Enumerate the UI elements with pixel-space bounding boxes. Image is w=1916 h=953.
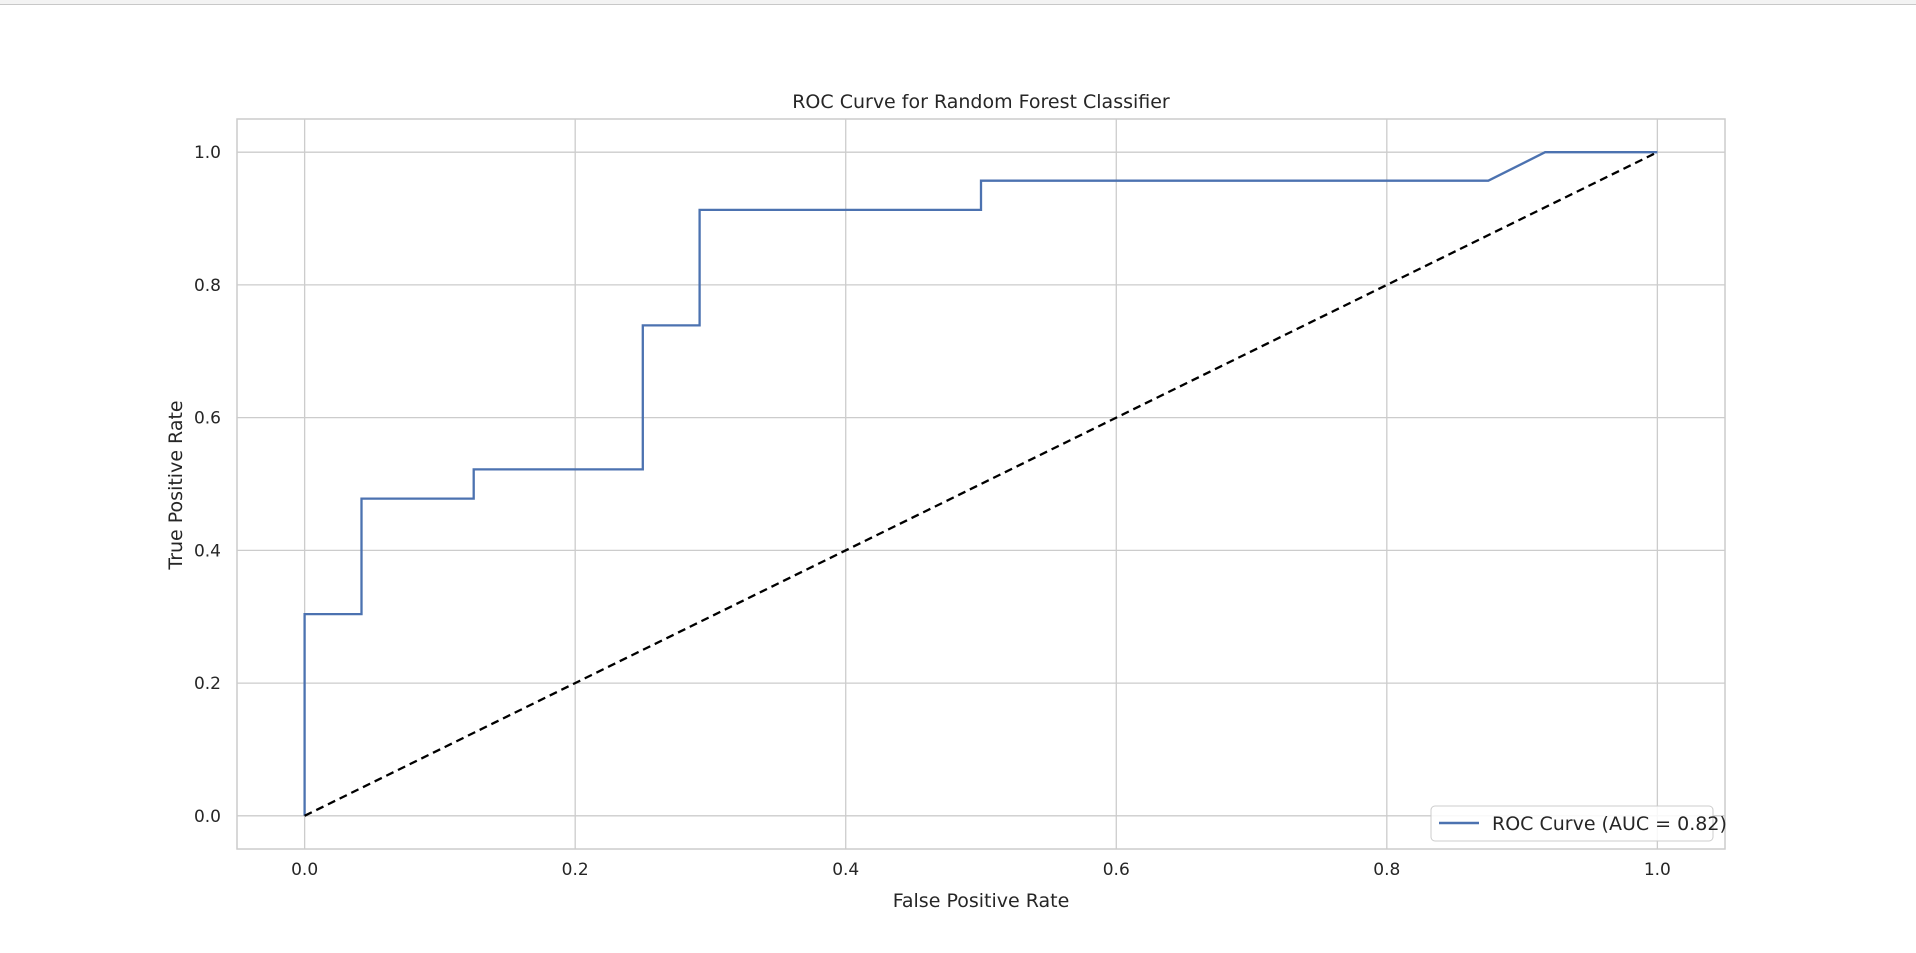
- plot-frame: [236, 118, 1726, 850]
- tick-label-layer: 0.0 0.2 0.4 0.6 0.8 1.0 0.0 0.2 0.4 0.6 0.8 1.0: [194, 143, 1671, 880]
- window-top-border: [0, 0, 1916, 5]
- legend: ROC Curve (AUC = 0.82): [1430, 805, 1727, 842]
- chance-diagonal-line: [304, 151, 1658, 817]
- x-tick-label: 0.6: [1103, 860, 1130, 880]
- y-tick-label: 0.8: [194, 276, 221, 296]
- x-axis-label: False Positive Rate: [893, 890, 1070, 912]
- legend-label-roc: ROC Curve (AUC = 0.82): [1492, 813, 1727, 835]
- x-tick-label: 0.8: [1373, 860, 1400, 880]
- y-tick-label: 0.6: [194, 409, 221, 429]
- y-tick-label: 0.2: [194, 674, 221, 694]
- y-axis-label: True Positive Rate: [165, 400, 187, 570]
- series-layer: [303, 151, 1658, 817]
- chart-title: ROC Curve for Random Forest Classifier: [792, 91, 1170, 113]
- y-tick-label: 0.4: [194, 541, 221, 561]
- y-tick-label: 0.0: [194, 807, 221, 827]
- grid-layer: [237, 119, 1725, 849]
- x-tick-label: 0.2: [562, 860, 589, 880]
- x-tick-label: 1.0: [1644, 860, 1671, 880]
- roc-curve-line: [303, 151, 1658, 816]
- y-tick-label: 1.0: [194, 143, 221, 163]
- legend-box: [1430, 805, 1714, 842]
- x-tick-label: 0.4: [832, 860, 859, 880]
- x-tick-label: 0.0: [291, 860, 318, 880]
